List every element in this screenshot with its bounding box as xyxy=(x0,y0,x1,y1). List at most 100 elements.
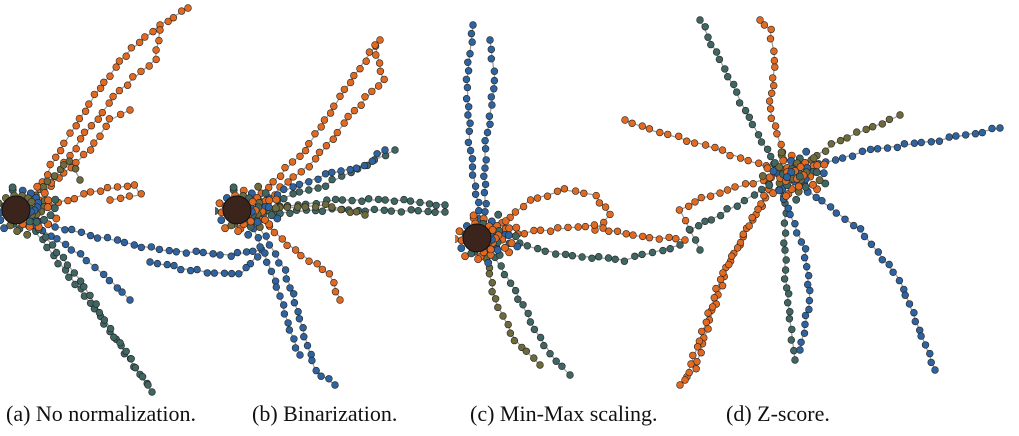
graph-node xyxy=(311,130,319,138)
graph-node xyxy=(313,260,321,268)
graph-node xyxy=(217,216,226,224)
graph-node xyxy=(519,202,528,211)
graph-node xyxy=(740,196,749,205)
graph-node xyxy=(592,191,600,200)
graph-node xyxy=(321,182,330,190)
graph-node xyxy=(43,177,52,186)
graph-node xyxy=(733,244,742,252)
graph-node xyxy=(373,150,381,158)
graph-node xyxy=(581,222,590,231)
graph-node xyxy=(704,33,712,41)
graph-node xyxy=(767,114,776,123)
graph-node xyxy=(848,152,857,160)
graph-node xyxy=(691,236,700,244)
graph-node xyxy=(771,122,780,130)
graph-node xyxy=(838,154,847,162)
graph-node xyxy=(288,158,297,166)
graph-node xyxy=(465,127,473,136)
graph-node xyxy=(357,101,365,109)
graph-node xyxy=(716,275,725,284)
graph-node xyxy=(741,180,750,188)
graph-node xyxy=(318,207,327,215)
graph-node xyxy=(283,203,292,212)
graph-node xyxy=(800,254,809,262)
graph-node xyxy=(481,180,490,189)
graph-node xyxy=(106,324,115,333)
graph-node xyxy=(352,208,361,216)
graph-node xyxy=(265,241,274,249)
graph-node xyxy=(365,195,373,203)
graph-node xyxy=(59,253,68,262)
graph-node xyxy=(144,381,152,389)
graph-node xyxy=(220,269,229,277)
graph-node xyxy=(513,242,522,251)
graph-node xyxy=(464,138,473,147)
graph-node xyxy=(76,176,84,184)
graph-node xyxy=(330,102,338,110)
graph-node xyxy=(760,21,769,29)
graph-node xyxy=(50,172,59,180)
graph-node xyxy=(466,49,474,58)
graph-node xyxy=(931,366,939,374)
graph-node xyxy=(414,207,422,215)
graph-node xyxy=(193,265,201,274)
graph-node xyxy=(146,258,154,266)
graph-node xyxy=(368,87,376,96)
caption-d: (d) Z-score. xyxy=(726,401,830,426)
graph-node xyxy=(244,230,253,239)
graph-node xyxy=(375,59,384,67)
graph-node xyxy=(773,130,781,138)
graph-node xyxy=(574,223,582,231)
graph-node xyxy=(490,76,499,85)
graph-node xyxy=(186,266,195,275)
graph-node xyxy=(786,308,794,316)
graph-node xyxy=(595,199,604,207)
graph-node xyxy=(836,136,845,145)
graph-panel-b xyxy=(215,36,449,389)
graph-node xyxy=(67,225,76,234)
graph-node xyxy=(54,260,62,268)
graph-node xyxy=(60,139,68,148)
graph-node xyxy=(315,148,324,157)
graph-node xyxy=(697,193,706,202)
graph-node xyxy=(348,196,356,205)
graph-node xyxy=(765,181,774,189)
graph-node xyxy=(346,78,355,87)
graph-node xyxy=(910,139,919,147)
graph-node xyxy=(803,263,811,271)
graph-node xyxy=(497,262,505,270)
graph-node xyxy=(821,147,830,155)
graph-node xyxy=(91,263,99,272)
graph-node xyxy=(330,279,338,287)
graph-node xyxy=(374,82,383,90)
graph-node xyxy=(785,315,794,323)
graph-node xyxy=(519,301,527,309)
graph-node xyxy=(338,196,347,204)
graph-node xyxy=(294,308,302,316)
graph-node xyxy=(86,146,95,154)
graph-node xyxy=(996,124,1004,132)
graph-node xyxy=(301,203,309,211)
graph-node xyxy=(155,36,163,45)
graph-node xyxy=(77,228,86,237)
graph-node xyxy=(340,119,348,127)
graph-node xyxy=(105,276,114,285)
graph-node xyxy=(276,172,285,180)
graph-node xyxy=(305,178,313,186)
graph-node xyxy=(770,81,778,90)
graph-node xyxy=(719,269,727,277)
graph-node xyxy=(801,311,810,320)
graph-node xyxy=(794,182,803,191)
graph-node xyxy=(482,156,490,164)
graph-node xyxy=(820,160,829,169)
graph-node xyxy=(227,252,235,260)
graph-node xyxy=(105,99,113,107)
graph-node xyxy=(885,115,894,124)
graph-node xyxy=(697,327,706,336)
node-group xyxy=(0,4,265,396)
graph-node xyxy=(780,239,788,247)
graph-node xyxy=(727,252,736,260)
graph-edge xyxy=(769,29,776,61)
graph-node xyxy=(806,286,814,295)
